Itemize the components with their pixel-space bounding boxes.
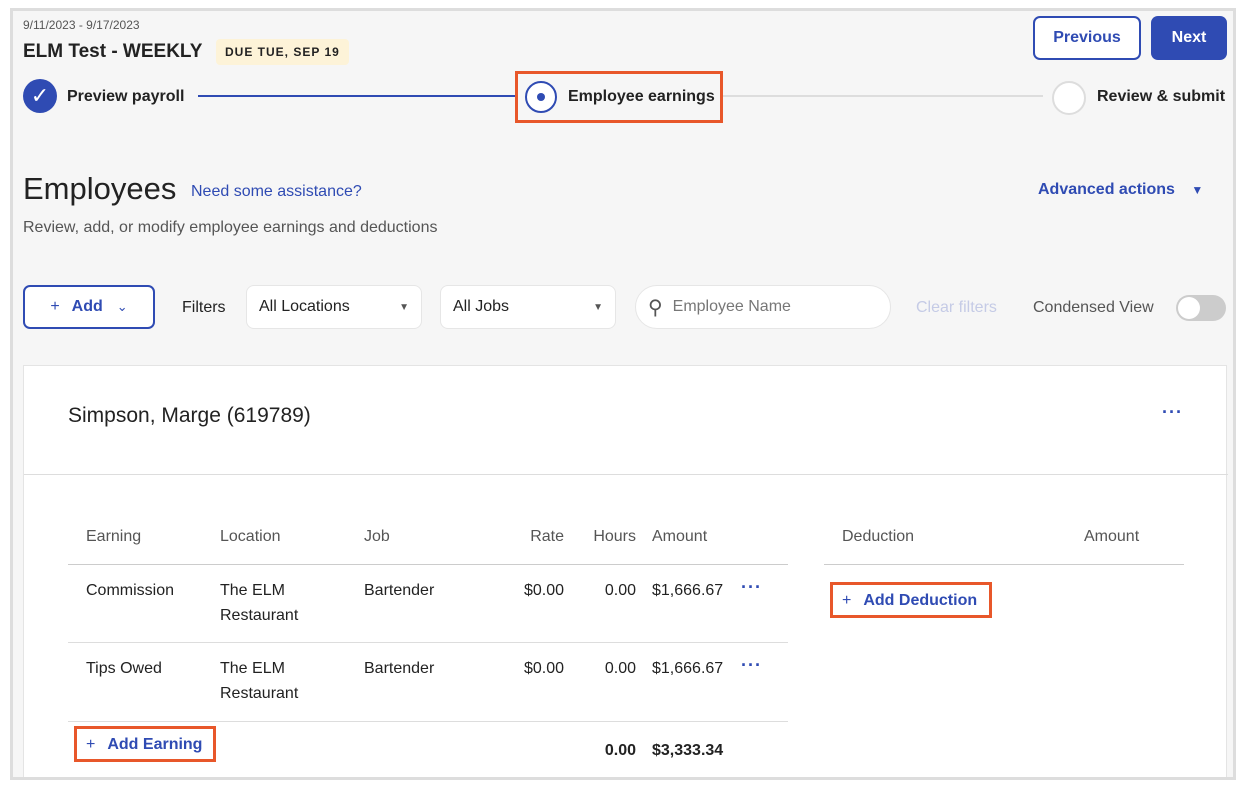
earning-amount: $1,666.67	[652, 582, 724, 599]
plus-icon: +	[50, 298, 60, 315]
advanced-actions-label: Advanced actions	[1038, 181, 1175, 198]
location-value: All Locations	[259, 298, 350, 315]
divider	[68, 642, 788, 643]
divider	[24, 474, 1228, 475]
row-more-icon[interactable]: ···	[741, 577, 762, 597]
divider	[824, 564, 1184, 565]
due-badge: DUE TUE, SEP 19	[216, 39, 349, 65]
earning-job: Bartender	[364, 582, 435, 599]
chevron-down-icon: ⌄	[116, 299, 128, 314]
payroll-window: 9/11/2023 - 9/17/2023 ELM Test - WEEKLY …	[10, 8, 1236, 780]
current-step-icon	[525, 81, 557, 113]
earning-hours: 0.00	[604, 660, 636, 677]
header-rate: Rate	[530, 528, 564, 545]
caret-down-icon: ▼	[399, 301, 409, 313]
previous-button[interactable]: Previous	[1033, 16, 1141, 60]
earning-type: Tips Owed	[86, 660, 162, 677]
earning-amount: $1,666.67	[652, 660, 724, 677]
step-review-submit[interactable]: Review & submit	[1097, 88, 1226, 105]
header-earning: Earning	[86, 528, 142, 545]
row-more-icon[interactable]: ···	[741, 655, 762, 675]
page-title: Employees	[23, 171, 177, 206]
highlight-box	[74, 726, 216, 762]
date-range: 9/11/2023 - 9/17/2023	[23, 18, 140, 32]
earning-location: The ELM Restaurant	[220, 660, 299, 702]
check-icon: ✓	[23, 79, 57, 113]
condensed-view-toggle[interactable]	[1176, 295, 1226, 321]
search-input[interactable]: ⚲ Employee Name	[635, 285, 891, 329]
payroll-title: ELM Test - WEEKLY	[23, 41, 203, 62]
header-deduction-amount: Amount	[1084, 528, 1140, 545]
add-label: Add	[71, 298, 103, 315]
add-button[interactable]: + Add ⌄	[23, 285, 155, 329]
earning-rate: $0.00	[523, 660, 564, 677]
header-hours: Hours	[593, 528, 636, 545]
jobs-select[interactable]: All Jobs ▼	[440, 285, 616, 329]
location-select[interactable]: All Locations ▼	[246, 285, 422, 329]
plus-icon: +	[842, 592, 852, 609]
total-hours: 0.00	[604, 742, 636, 759]
earning-rate: $0.00	[523, 582, 564, 599]
plus-icon: +	[86, 736, 96, 753]
advanced-actions-button[interactable]: Advanced actions ▼	[1038, 181, 1203, 199]
add-earning-button[interactable]: + Add Earning	[86, 736, 202, 754]
employee-card: Simpson, Marge (619789) ··· Earning Loca…	[23, 365, 1228, 777]
earning-type: Commission	[86, 582, 175, 599]
caret-down-icon: ▼	[593, 301, 603, 313]
upcoming-step-icon	[1052, 81, 1086, 115]
earning-job: Bartender	[364, 660, 435, 677]
employee-more-icon[interactable]: ···	[1162, 402, 1183, 422]
earning-location: The ELM Restaurant	[220, 582, 299, 624]
header-deduction: Deduction	[842, 528, 915, 545]
step-connector-complete	[198, 95, 518, 97]
add-deduction-button[interactable]: + Add Deduction	[842, 592, 977, 610]
clear-filters-link[interactable]: Clear filters	[916, 299, 997, 316]
search-placeholder: Employee Name	[672, 298, 791, 315]
earning-hours: 0.00	[604, 582, 636, 599]
add-deduction-label: Add Deduction	[863, 592, 978, 609]
header-amount: Amount	[652, 528, 708, 545]
divider	[68, 721, 788, 722]
employee-name: Simpson, Marge (619789)	[68, 404, 311, 427]
highlight-box	[830, 582, 992, 618]
condensed-view-label: Condensed View	[1033, 299, 1154, 316]
help-link[interactable]: Need some assistance?	[191, 183, 362, 200]
header-location: Location	[220, 528, 281, 545]
page-subtitle: Review, add, or modify employee earnings…	[23, 219, 438, 236]
filters-label: Filters	[182, 299, 226, 316]
search-icon: ⚲	[648, 296, 663, 319]
header-job: Job	[364, 528, 390, 545]
caret-down-icon: ▼	[1191, 183, 1204, 197]
total-amount: $3,333.34	[652, 742, 724, 759]
jobs-value: All Jobs	[453, 298, 510, 315]
step-employee-earnings[interactable]: Employee earnings	[568, 88, 715, 105]
step-connector	[723, 95, 1043, 97]
divider	[68, 564, 788, 565]
highlight-box	[515, 71, 723, 123]
step-preview-payroll[interactable]: Preview payroll	[67, 88, 185, 105]
next-button[interactable]: Next	[1151, 16, 1227, 60]
add-earning-label: Add Earning	[107, 736, 203, 753]
